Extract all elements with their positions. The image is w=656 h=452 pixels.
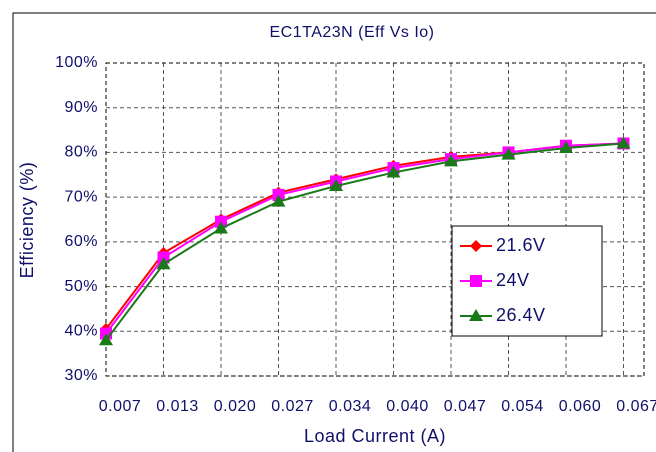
series-line	[105, 142, 624, 341]
y-tick-label: 100%	[55, 54, 98, 71]
y-axis-label: Efficiency (%)	[17, 162, 37, 279]
legend-label: 26.4V	[496, 305, 546, 325]
x-tick-label: 0.013	[156, 398, 199, 415]
y-tick-label: 50%	[64, 278, 98, 295]
x-tick-label: 0.034	[329, 398, 372, 415]
x-tick-label: 0.060	[559, 398, 602, 415]
series-line	[105, 142, 624, 335]
y-tick-label: 70%	[64, 188, 98, 205]
data-point	[271, 194, 286, 207]
chart-title: EC1TA23N (Eff Vs Io)	[269, 24, 434, 41]
y-tick-label: 90%	[64, 99, 98, 116]
legend-marker	[470, 275, 482, 287]
y-tick-label: 30%	[64, 367, 98, 384]
x-tick-label: 0.007	[99, 398, 142, 415]
data-point	[329, 178, 343, 191]
data-point	[501, 147, 516, 160]
data-point	[616, 136, 631, 149]
plot-border	[105, 62, 645, 377]
x-tick-label: 0.040	[386, 398, 429, 415]
data-point	[444, 154, 458, 167]
legend-marker	[469, 309, 483, 321]
legend-marker	[470, 240, 482, 252]
x-tick-label: 0.027	[271, 398, 314, 415]
y-tick-label: 60%	[64, 233, 98, 250]
data-point	[386, 165, 401, 178]
x-tick-label: 0.067	[616, 398, 656, 415]
x-axis-label: Load Current (A)	[304, 426, 446, 446]
legend-label: 21.6V	[496, 235, 546, 255]
y-tick-label: 40%	[64, 323, 98, 340]
data-point	[99, 333, 113, 346]
data-point	[156, 257, 171, 270]
x-tick-label: 0.020	[214, 398, 257, 415]
x-tick-label: 0.047	[444, 398, 487, 415]
legend-label: 24V	[496, 270, 530, 290]
data-point	[214, 221, 228, 234]
x-tick-label: 0.054	[501, 398, 544, 415]
y-tick-label: 80%	[64, 144, 98, 161]
data-point	[559, 140, 573, 153]
